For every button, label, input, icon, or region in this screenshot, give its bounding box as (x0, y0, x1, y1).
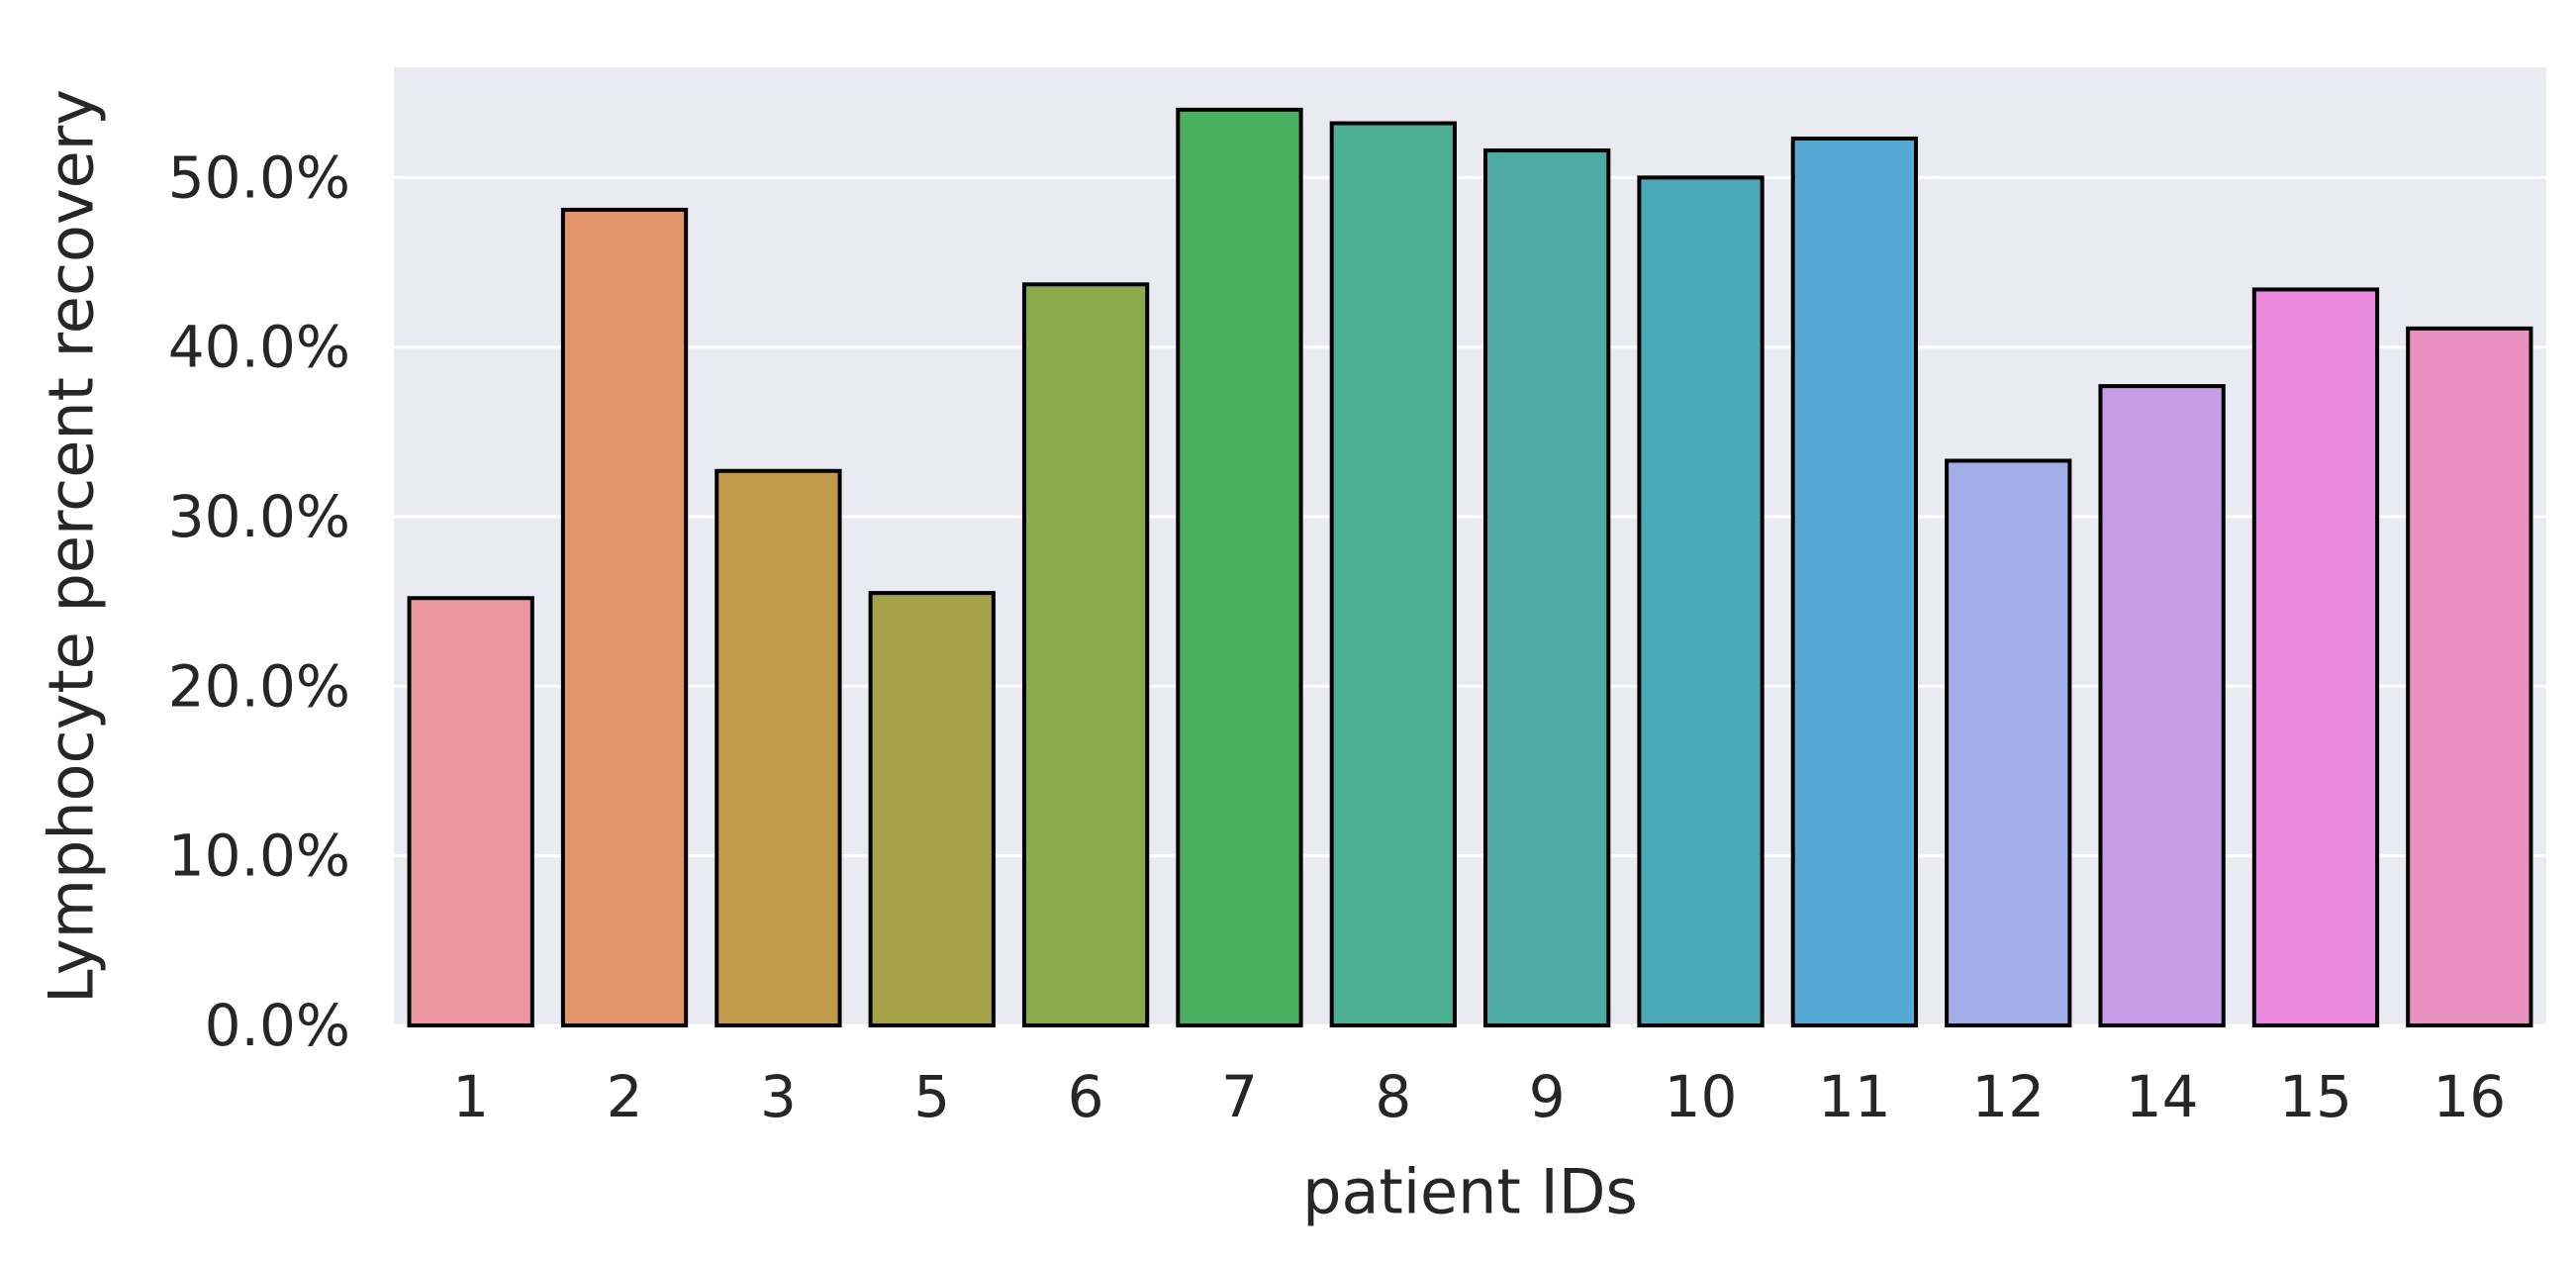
y-tick-label: 40.0% (168, 314, 350, 381)
x-tick-label: 2 (607, 1063, 643, 1130)
x-tick-label: 7 (1221, 1063, 1258, 1130)
bar-patient-1 (407, 596, 534, 1028)
y-axis-ticks: 0.0% 10.0% 20.0% 30.0% 40.0% 50.0% (168, 144, 350, 1059)
y-tick-label: 0.0% (205, 992, 350, 1059)
x-tick-label: 14 (2126, 1063, 2199, 1130)
bar-patient-3 (715, 468, 842, 1027)
x-tick-label: 1 (452, 1063, 489, 1130)
x-tick-label: 16 (2433, 1063, 2506, 1130)
bar-patient-7 (1176, 107, 1303, 1028)
bar-patient-11 (1790, 136, 1919, 1027)
x-tick-label: 10 (1665, 1063, 1738, 1130)
y-tick-label: 30.0% (168, 483, 350, 550)
bar-patient-14 (2098, 384, 2226, 1027)
x-tick-label: 3 (760, 1063, 797, 1130)
x-tick-label: 11 (1818, 1063, 1891, 1130)
bar-patient-16 (2406, 326, 2533, 1027)
x-tick-label: 15 (2279, 1063, 2352, 1130)
bar-patient-10 (1637, 175, 1765, 1027)
x-tick-label: 6 (1068, 1063, 1104, 1130)
y-tick-label: 50.0% (168, 144, 350, 211)
bar-patient-9 (1483, 147, 1611, 1027)
x-tick-label: 9 (1529, 1063, 1566, 1130)
y-axis-label: Lymphocyte percent recovery (36, 89, 108, 1004)
bar-patient-5 (868, 591, 996, 1027)
bar-patient-8 (1329, 121, 1457, 1028)
bar-patient-12 (1945, 458, 2072, 1027)
bar-patient-2 (560, 207, 689, 1027)
x-tick-label: 5 (913, 1063, 950, 1130)
y-tick-label: 20.0% (168, 652, 350, 720)
x-tick-label: 8 (1375, 1063, 1411, 1130)
x-tick-label: 12 (1971, 1063, 2045, 1130)
bars (407, 107, 2533, 1028)
x-axis-ticks: 1 2 3 5 6 7 8 9 10 11 12 14 15 16 (452, 1063, 2506, 1130)
x-axis-label: patient IDs (1302, 1156, 1638, 1228)
y-tick-label: 10.0% (168, 823, 350, 890)
bar-patient-15 (2251, 287, 2380, 1027)
bar-patient-6 (1021, 282, 1150, 1027)
